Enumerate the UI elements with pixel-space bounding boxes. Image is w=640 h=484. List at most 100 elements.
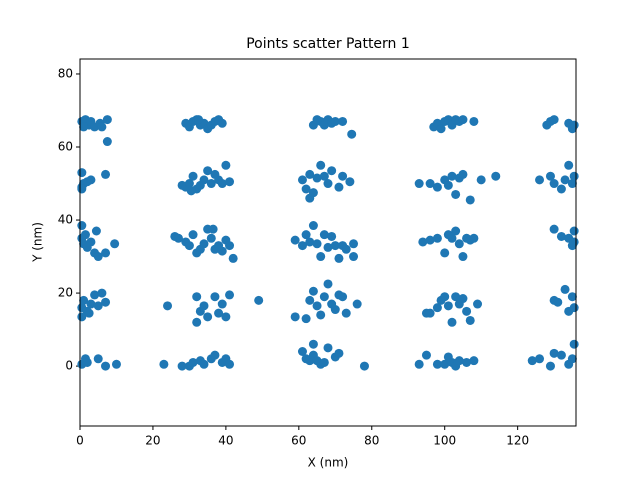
point [567, 354, 577, 364]
point [451, 292, 461, 302]
point [91, 226, 101, 236]
point [102, 115, 112, 125]
point [440, 248, 450, 258]
point [93, 301, 103, 311]
point [425, 235, 435, 245]
point [208, 224, 218, 234]
point [556, 231, 566, 241]
point [254, 295, 264, 305]
point [111, 359, 121, 369]
point [527, 356, 537, 366]
point [221, 312, 231, 322]
point [79, 295, 89, 305]
point [101, 361, 111, 371]
point [312, 173, 322, 183]
point [334, 348, 344, 358]
point [473, 299, 483, 309]
point [334, 253, 344, 263]
point [436, 124, 446, 134]
point [97, 122, 107, 132]
point [312, 239, 322, 249]
point [86, 299, 96, 309]
point [556, 350, 566, 360]
x-tick-label: 100 [433, 434, 456, 448]
point [188, 171, 198, 181]
point [203, 166, 213, 176]
point [349, 252, 359, 262]
point [345, 177, 355, 187]
point [556, 184, 566, 194]
point [101, 169, 111, 179]
point [414, 359, 424, 369]
point [560, 175, 570, 185]
point [203, 312, 213, 322]
point [210, 350, 220, 360]
point [569, 226, 579, 236]
point [443, 180, 453, 190]
point [465, 315, 475, 325]
point [110, 239, 120, 249]
point [173, 233, 183, 243]
point [290, 312, 300, 322]
point [184, 241, 194, 251]
point [341, 308, 351, 318]
point [297, 175, 307, 185]
point [432, 359, 442, 369]
point [549, 115, 559, 125]
point [101, 248, 111, 258]
point [418, 237, 428, 247]
point [77, 184, 87, 194]
point [323, 179, 333, 189]
point [79, 122, 89, 132]
point [476, 175, 486, 185]
x-tick-label: 80 [364, 434, 379, 448]
point [349, 239, 359, 249]
point [440, 292, 450, 302]
point [186, 186, 196, 196]
point [425, 179, 435, 189]
point [451, 189, 461, 199]
point [159, 359, 169, 369]
point [305, 169, 315, 179]
point [290, 235, 300, 245]
point [359, 361, 369, 371]
point [312, 301, 322, 311]
point [305, 237, 315, 247]
point [316, 160, 326, 170]
point [101, 297, 111, 307]
point [82, 357, 92, 367]
x-tick-label: 20 [145, 434, 160, 448]
x-tick-label: 0 [76, 434, 84, 448]
point [217, 179, 227, 189]
y-tick-label: 40 [58, 213, 73, 227]
x-axis-label: X (nm) [308, 456, 349, 470]
point [338, 116, 348, 126]
point [194, 115, 204, 125]
point [206, 233, 216, 243]
point [569, 303, 579, 313]
point [301, 314, 311, 324]
point [225, 359, 235, 369]
point [567, 179, 577, 189]
point [421, 350, 431, 360]
point [323, 242, 333, 252]
point [545, 361, 555, 371]
point [217, 118, 227, 128]
y-axis-label: Y (nm) [31, 222, 45, 263]
point [352, 299, 362, 309]
point [414, 179, 424, 189]
point [330, 241, 340, 251]
point [330, 116, 340, 126]
y-tick-label: 0 [65, 359, 73, 373]
point [199, 175, 209, 185]
point [569, 339, 579, 349]
point [177, 361, 187, 371]
point [564, 160, 574, 170]
point [217, 246, 227, 256]
point [90, 290, 100, 300]
point [458, 115, 468, 125]
point [338, 171, 348, 181]
point [316, 310, 326, 320]
point [102, 137, 112, 147]
